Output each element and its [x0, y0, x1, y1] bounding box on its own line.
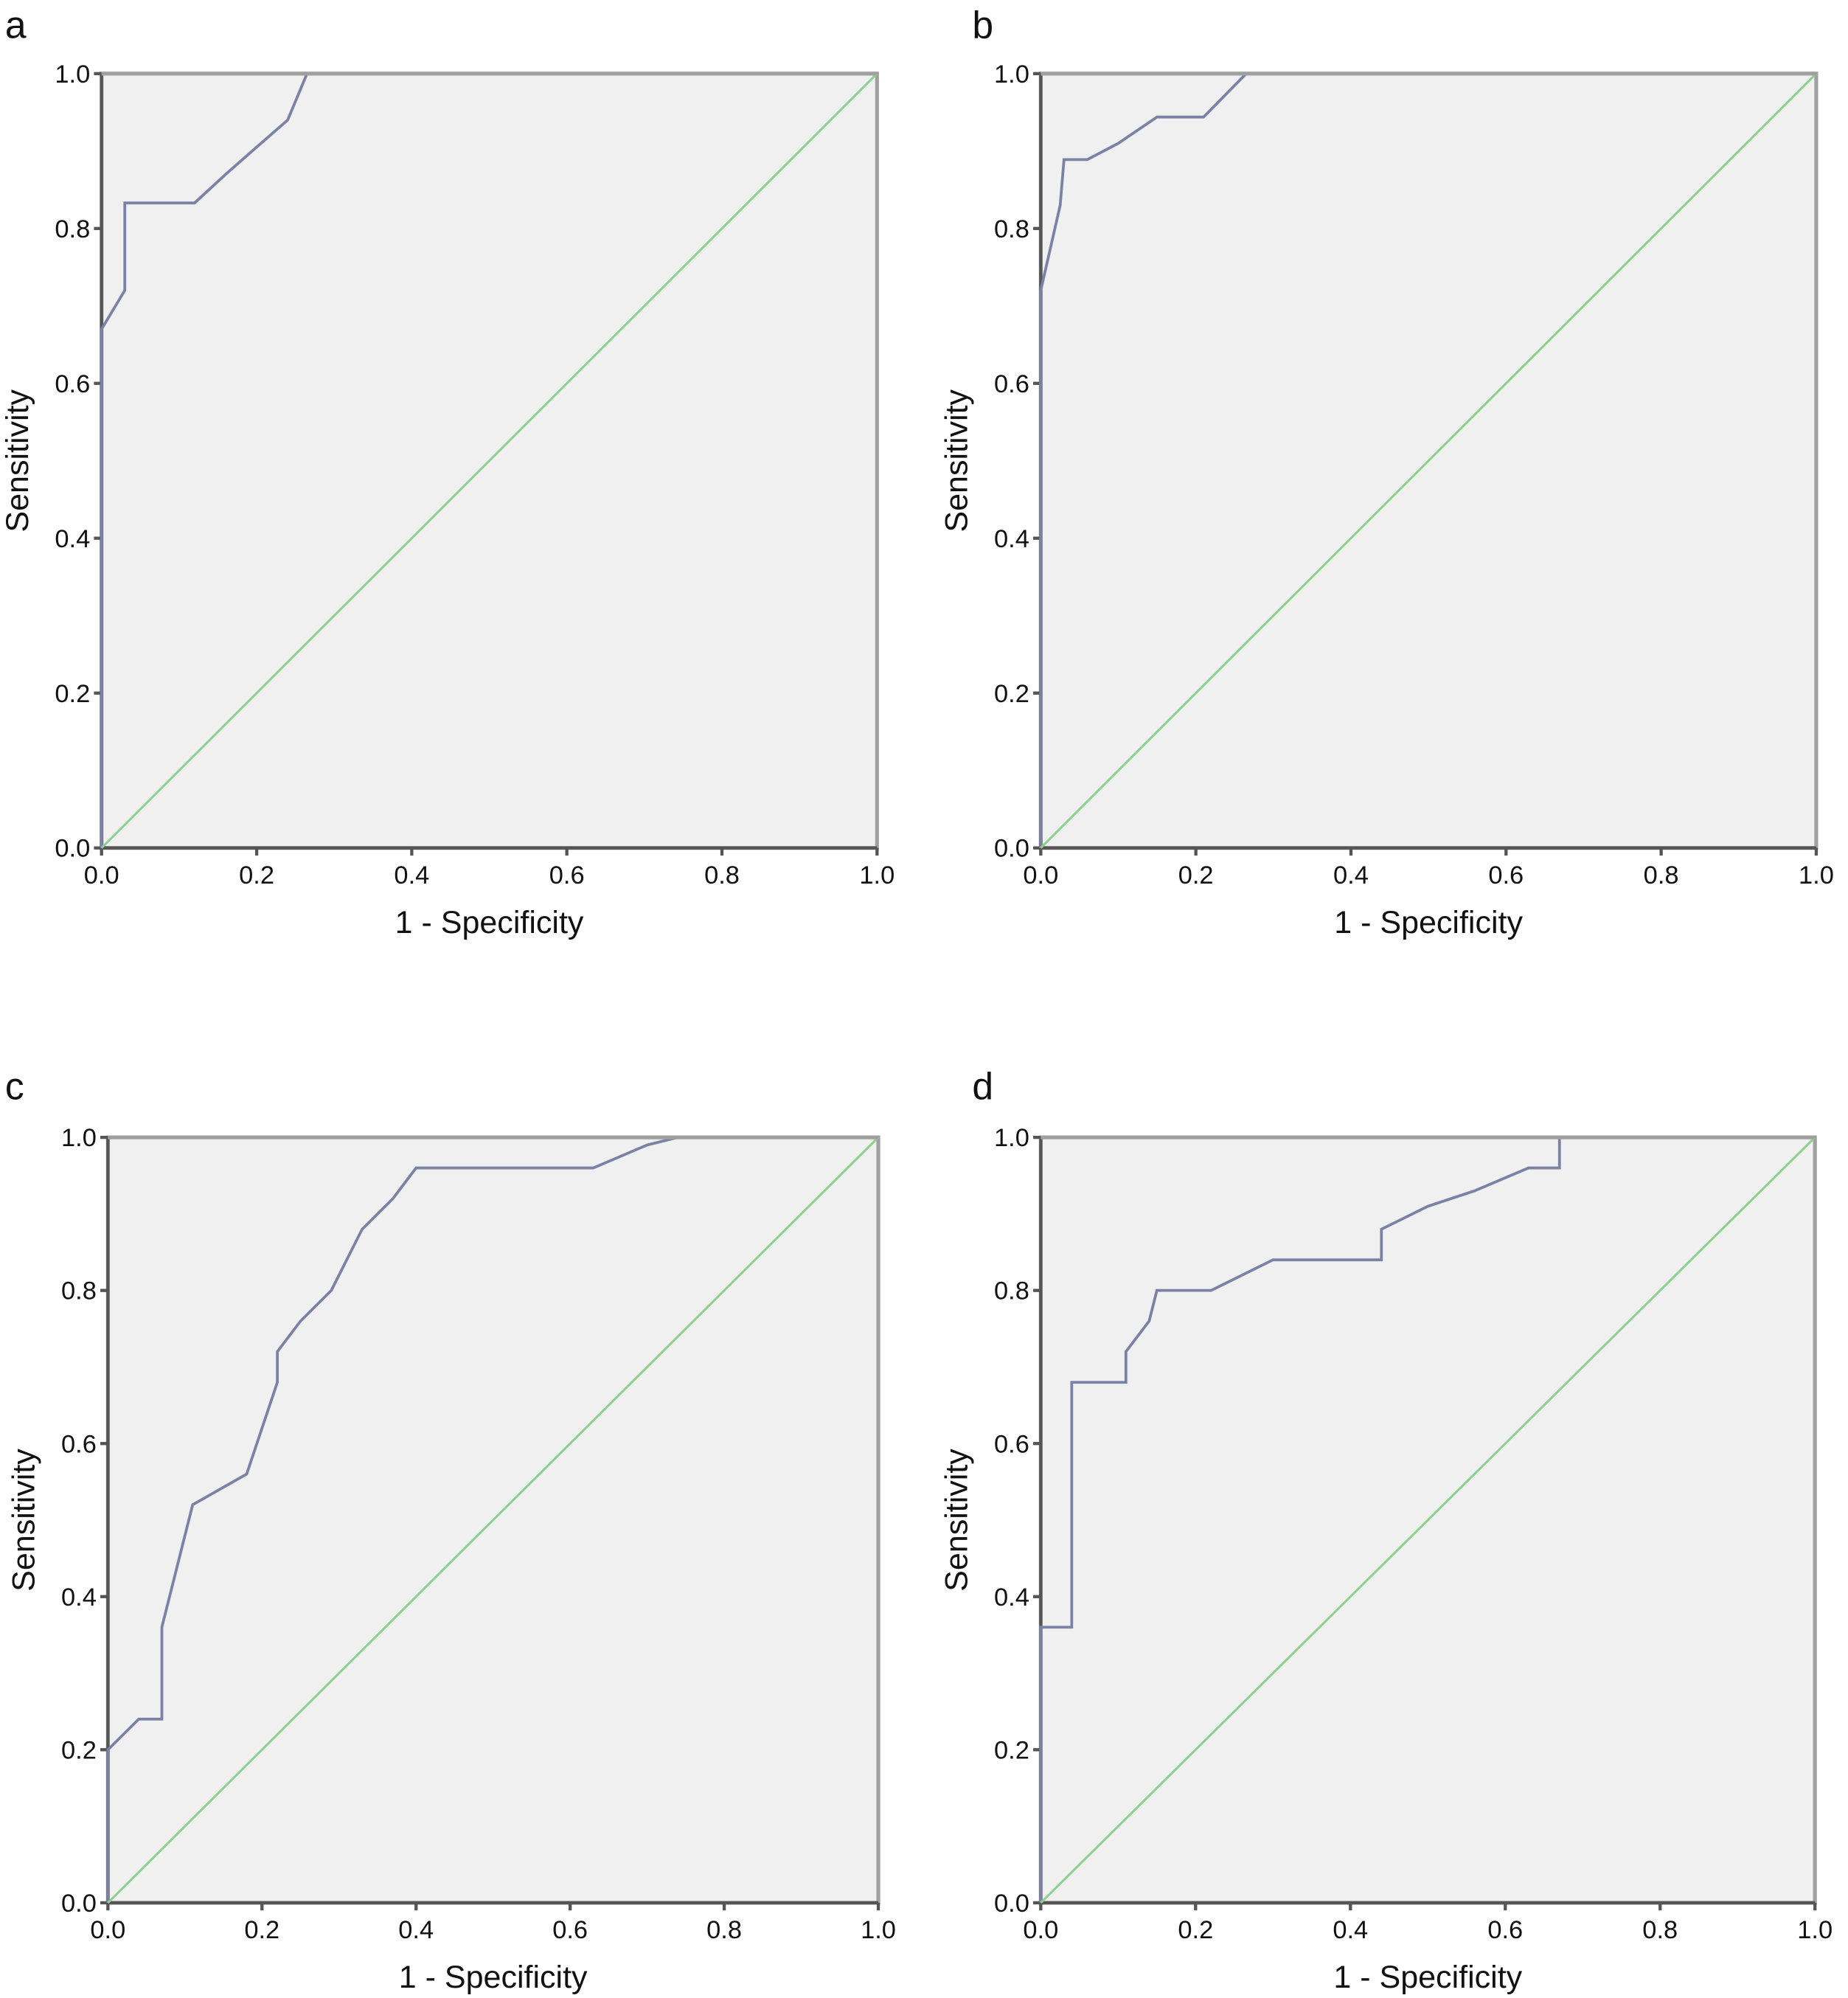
chart-panel-b: b 0.0 0.2 0.4 0.6 0.8 1.0 0.0 0.2 0.4 0.6 0.8 1.0 1 -… — [939, 4, 1834, 940]
y-axis-title: Sensitivity — [7, 1449, 42, 1592]
y-tick-label: 0.8 — [994, 1277, 1029, 1305]
y-axis-title: Sensitivity — [939, 1449, 975, 1592]
y-tick-label: 1.0 — [55, 60, 90, 89]
panel-label: a — [5, 4, 27, 46]
x-tick-label: 0.6 — [549, 861, 585, 889]
y-tick-label: 1.0 — [61, 1124, 97, 1152]
chart-panel-c: c 0.0 0.2 0.4 0.6 0.8 1.0 0.0 0.2 0.4 0.6 0.8 1.0 1 -… — [5, 1064, 896, 1995]
x-axis-title: 1 - Specificity — [399, 1960, 588, 1995]
reference-diagonal-line — [107, 1137, 880, 1904]
x-tick-label: 0.0 — [90, 1916, 125, 1944]
x-tick-label: 1.0 — [859, 861, 895, 889]
y-tick-label: 0.0 — [61, 1890, 97, 1918]
panel-label: b — [972, 4, 993, 46]
reference-diagonal-line — [1040, 1136, 1816, 1904]
y-tick-label: 0.4 — [61, 1584, 97, 1612]
x-tick-label: 0.4 — [398, 1916, 434, 1944]
y-tick-label: 0.6 — [994, 370, 1029, 398]
x-tick-label: 0.6 — [1488, 861, 1524, 889]
y-tick-label: 0.6 — [994, 1430, 1029, 1458]
y-tick-label: 0.0 — [994, 835, 1029, 863]
y-tick-label: 0.6 — [55, 370, 90, 398]
x-tick-label: 0.2 — [1178, 861, 1214, 889]
y-tick-label: 0.8 — [55, 215, 90, 243]
x-tick-label: 0.6 — [552, 1916, 588, 1944]
y-tick-label: 0.2 — [994, 1736, 1029, 1764]
x-tick-label: 1.0 — [1799, 861, 1834, 889]
x-tick-label: 1.0 — [1797, 1916, 1833, 1944]
y-tick-label: 0.2 — [61, 1736, 97, 1764]
x-axis-title: 1 - Specificity — [1333, 1960, 1522, 1995]
x-axis-title: 1 - Specificity — [1334, 905, 1523, 940]
x-tick-label: 0.8 — [1642, 1916, 1678, 1944]
y-tick-label: 0.2 — [994, 680, 1029, 708]
panel-label: c — [5, 1064, 24, 1107]
x-tick-label: 0.4 — [394, 861, 429, 889]
y-tick-label: 0.8 — [994, 215, 1029, 243]
x-tick-label: 0.0 — [1023, 861, 1058, 889]
x-tick-label: 0.2 — [239, 861, 274, 889]
x-tick-label: 0.2 — [1178, 1916, 1213, 1944]
x-tick-label: 0.4 — [1333, 861, 1369, 889]
y-tick-label: 0.6 — [61, 1430, 97, 1458]
y-axis-title: Sensitivity — [0, 389, 35, 532]
x-tick-label: 0.6 — [1487, 1916, 1523, 1944]
roc-curve — [1039, 72, 1816, 848]
y-tick-label: 0.0 — [994, 1890, 1029, 1918]
roc-curve — [106, 1136, 879, 1903]
x-tick-label: 0.0 — [84, 861, 119, 889]
chart-panel-a: a 0.0 0.2 0.4 0.6 0.8 1.0 0.0 0.2 0.4 0.6 0.8 1.0 1 -… — [0, 4, 895, 940]
y-tick-label: 0.0 — [55, 835, 90, 863]
reference-diagonal-line — [100, 72, 878, 849]
x-tick-label: 0.4 — [1333, 1916, 1368, 1944]
reference-diagonal-line — [1040, 72, 1818, 849]
x-tick-label: 0.0 — [1023, 1916, 1058, 1944]
panel-label: d — [972, 1064, 993, 1107]
x-tick-label: 0.8 — [704, 861, 740, 889]
x-tick-label: 0.8 — [706, 1916, 742, 1944]
y-tick-label: 0.2 — [55, 680, 90, 708]
y-tick-label: 0.8 — [61, 1277, 97, 1305]
x-tick-label: 1.0 — [861, 1916, 896, 1944]
x-tick-label: 0.8 — [1644, 861, 1679, 889]
y-tick-label: 1.0 — [994, 1124, 1029, 1152]
roc-curve — [100, 72, 878, 848]
y-tick-label: 0.4 — [55, 525, 90, 553]
y-tick-label: 0.4 — [994, 1584, 1029, 1612]
roc-curve — [1039, 1136, 1816, 1903]
y-axis-title: Sensitivity — [939, 389, 975, 532]
x-tick-label: 0.2 — [244, 1916, 279, 1944]
x-axis-title: 1 - Specificity — [395, 905, 584, 940]
chart-panel-d: d 0.0 0.2 0.4 0.6 0.8 1.0 0.0 0.2 0.4 0.6 0.8 1.0 1 -… — [939, 1064, 1833, 1995]
y-tick-label: 0.4 — [994, 525, 1029, 553]
y-tick-label: 1.0 — [994, 60, 1029, 89]
